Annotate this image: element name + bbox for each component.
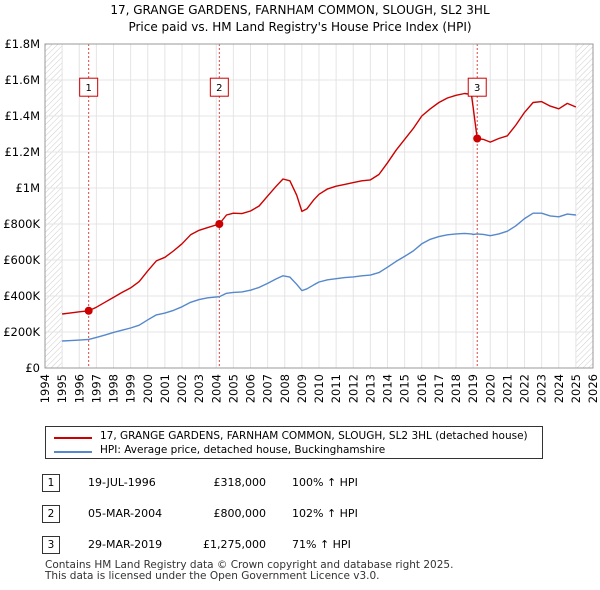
hatched-region xyxy=(45,44,63,368)
sale-marker-number: 1 xyxy=(85,83,91,94)
sale-hpi-change: 102% ↑ HPI xyxy=(292,507,358,520)
x-tick-label: 2001 xyxy=(158,374,172,403)
x-tick-label: 2022 xyxy=(518,374,532,403)
legend-label-property: 17, GRANGE GARDENS, FARNHAM COMMON, SLOU… xyxy=(100,430,528,442)
footer-line-licence: This data is licensed under the Open Gov… xyxy=(45,570,380,582)
x-tick-label: 2026 xyxy=(586,374,600,403)
y-tick-label: £200K xyxy=(3,325,40,339)
x-tick-label: 2005 xyxy=(226,374,240,403)
x-tick-label: 1995 xyxy=(55,374,69,403)
x-tick-label: 2004 xyxy=(209,374,223,403)
price-chart: 17, GRANGE GARDENS, FARNHAM COMMON, SLOU… xyxy=(3,3,600,403)
x-tick-label: 1999 xyxy=(124,374,138,403)
sale-price: £1,275,000 xyxy=(203,538,266,551)
sale-marker-badge: 2 xyxy=(42,505,60,523)
hpi-series-line xyxy=(62,212,576,342)
sale-date: 05-MAR-2004 xyxy=(88,507,163,520)
sale-price: £318,000 xyxy=(213,476,267,489)
x-tick-label: 2021 xyxy=(500,374,514,403)
y-tick-label: £800K xyxy=(3,217,40,231)
y-tick-label: £1.2M xyxy=(4,145,40,159)
x-tick-label: 2012 xyxy=(346,374,360,403)
sale-row: 2 05-MAR-2004 £800,000 102% ↑ HPI xyxy=(42,505,462,525)
sale-marker-number: 3 xyxy=(474,83,480,94)
x-tick-label: 2020 xyxy=(483,374,497,403)
sale-point xyxy=(215,220,224,228)
sale-marker-box xyxy=(79,77,99,97)
x-tick-label: 2011 xyxy=(329,374,343,403)
sale-marker-number: 2 xyxy=(216,83,222,94)
footer-line-copyright: Contains HM Land Registry data © Crown c… xyxy=(45,559,454,571)
sale-row: 3 29-MAR-2019 £1,275,000 71% ↑ HPI xyxy=(42,536,462,556)
x-tick-label: 2014 xyxy=(381,374,395,403)
sale-row: 1 19-JUL-1996 £318,000 100% ↑ HPI xyxy=(42,474,462,494)
plot-frame xyxy=(44,43,594,369)
x-tick-label: 2010 xyxy=(312,374,326,403)
legend-swatch-property xyxy=(54,437,92,439)
x-tick-label: 2018 xyxy=(449,374,463,403)
y-tick-label: £1.6M xyxy=(4,73,40,87)
x-tick-label: 2015 xyxy=(398,374,412,403)
y-tick-label: £0 xyxy=(25,361,40,375)
y-tick-label: £400K xyxy=(3,289,40,303)
x-tick-label: 2024 xyxy=(552,374,566,403)
y-tick-label: £1.8M xyxy=(4,37,40,51)
x-tick-label: 2008 xyxy=(278,374,292,403)
x-tick-label: 2019 xyxy=(466,374,480,403)
legend-swatch-hpi xyxy=(54,451,92,453)
chart-subtitle: Price paid vs. HM Land Registry's House … xyxy=(128,20,471,34)
sale-hpi-change: 71% ↑ HPI xyxy=(292,538,351,551)
sale-date: 19-JUL-1996 xyxy=(88,476,156,489)
legend-label-hpi: HPI: Average price, detached house, Buck… xyxy=(100,444,386,456)
chart-title: 17, GRANGE GARDENS, FARNHAM COMMON, SLOU… xyxy=(110,3,490,17)
x-tick-label: 2006 xyxy=(244,374,258,403)
y-tick-label: £600K xyxy=(3,253,40,267)
y-tick-label: £1M xyxy=(15,181,40,195)
sale-date: 29-MAR-2019 xyxy=(88,538,163,551)
legend: 17, GRANGE GARDENS, FARNHAM COMMON, SLOU… xyxy=(45,426,543,459)
sale-point xyxy=(84,306,93,315)
x-tick-label: 2025 xyxy=(569,374,583,403)
hatched-region xyxy=(575,44,593,368)
x-tick-label: 2002 xyxy=(175,374,189,403)
sale-marker-box xyxy=(467,77,487,97)
x-tick-label: 2000 xyxy=(141,374,155,403)
x-tick-label: 2023 xyxy=(535,374,549,403)
x-tick-label: 1997 xyxy=(89,374,103,403)
x-tick-label: 1994 xyxy=(38,374,52,403)
sale-marker-box xyxy=(209,77,229,97)
x-tick-label: 2013 xyxy=(363,374,377,403)
sale-marker-badge: 3 xyxy=(42,536,60,554)
x-tick-label: 1998 xyxy=(107,374,121,403)
sale-marker-badge: 1 xyxy=(42,474,60,492)
x-tick-label: 2007 xyxy=(261,374,275,403)
sale-hpi-change: 100% ↑ HPI xyxy=(292,476,358,489)
x-tick-label: 2017 xyxy=(432,374,446,403)
x-tick-label: 2016 xyxy=(415,374,429,403)
y-tick-label: £1.4M xyxy=(4,109,40,123)
sale-point xyxy=(473,134,482,143)
property-series-line xyxy=(62,92,577,315)
footer-attribution: Contains HM Land Registry data © Crown c… xyxy=(45,560,453,582)
sale-price: £800,000 xyxy=(213,507,267,520)
x-tick-label: 2009 xyxy=(295,374,309,403)
x-tick-label: 2003 xyxy=(192,374,206,403)
x-tick-label: 1996 xyxy=(72,374,86,403)
